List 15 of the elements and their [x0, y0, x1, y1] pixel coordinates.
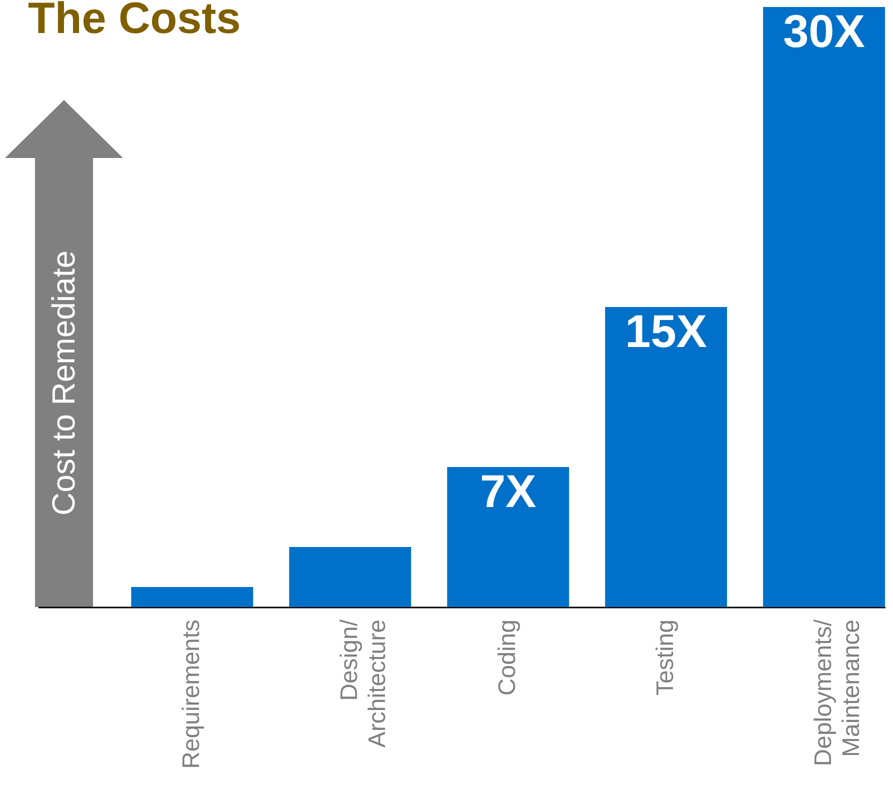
- data-label: 30X: [783, 5, 866, 57]
- x-tick-label: Testing: [652, 620, 680, 696]
- data-label: 15X: [625, 305, 708, 357]
- x-tick-label: Coding: [494, 620, 522, 696]
- data-label: 7X: [480, 465, 537, 517]
- bar: [447, 467, 570, 607]
- chart-title: The Costs: [28, 0, 241, 44]
- x-tick-label: Deployments/ Maintenance: [810, 619, 866, 766]
- bar: [763, 7, 885, 607]
- x-tick-label: Design/ Architecture: [336, 619, 392, 748]
- x-tick-label: Requirements: [178, 620, 206, 769]
- y-axis-title: Cost to Remediate: [46, 250, 82, 516]
- bar: [289, 547, 412, 607]
- bar: [605, 307, 728, 607]
- bar: [131, 587, 254, 607]
